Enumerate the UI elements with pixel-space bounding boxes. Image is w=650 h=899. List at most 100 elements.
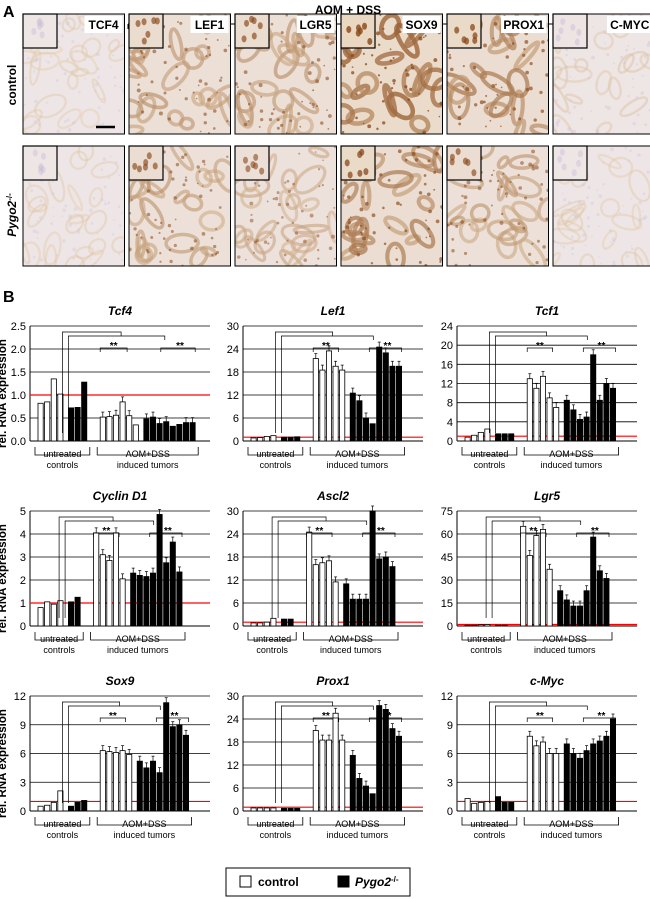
- micrograph-nucleus: [404, 229, 408, 233]
- micrograph-gland: [511, 200, 539, 223]
- micrograph-nucleus: [599, 262, 602, 265]
- micrograph-nucleus: [198, 170, 201, 173]
- micrograph-gland: [198, 86, 219, 108]
- micrograph-nucleus: [351, 71, 355, 75]
- micrograph-nucleus: [88, 208, 93, 213]
- micrograph-inset-nucleus: [259, 167, 265, 175]
- micrograph-nucleus: [587, 76, 591, 80]
- micrograph-nucleus: [433, 58, 438, 63]
- y-tick-label: 3: [20, 552, 26, 564]
- group-label-aom-2: induced tumors: [117, 460, 179, 470]
- micrograph-nucleus: [423, 174, 427, 177]
- micrograph-nucleus: [326, 109, 328, 111]
- bar-pygo2: [362, 785, 369, 812]
- micrograph-nucleus: [203, 121, 207, 125]
- micrograph-gland: [293, 164, 327, 195]
- micrograph-nucleus: [167, 223, 172, 228]
- micrograph-nucleus: [129, 211, 132, 215]
- bar-pygo2: [143, 576, 150, 627]
- bar-pygo2: [563, 599, 570, 627]
- micrograph-border: [446, 145, 549, 267]
- bar-pygo2: [395, 735, 402, 812]
- y-tick-label: 5: [20, 506, 26, 518]
- micrograph-control-prox1: PROX1: [446, 13, 549, 135]
- micrograph-nucleus: [303, 239, 307, 244]
- micrograph-nucleus: [94, 89, 97, 92]
- micrograph-nucleus: [257, 184, 261, 188]
- micrograph-nucleus: [545, 169, 549, 174]
- micrograph-nucleus: [84, 59, 86, 62]
- bar-control: [250, 807, 257, 812]
- y-tick-label: 1.0: [11, 390, 26, 402]
- micrograph-gland: [560, 208, 584, 232]
- micrograph-nucleus: [396, 201, 400, 206]
- micrograph-nucleus: [28, 182, 32, 186]
- micrograph-gland: [66, 72, 79, 90]
- micrograph-gland: [617, 53, 635, 74]
- micrograph-nucleus: [260, 117, 264, 122]
- micrograph-nucleus: [50, 222, 54, 226]
- bar-pygo2: [149, 572, 156, 627]
- micrograph-inset-nucleus: [40, 166, 46, 174]
- micrograph-nucleus: [158, 111, 163, 116]
- micrograph-gland: [595, 69, 613, 96]
- y-tick-label: 24: [227, 344, 239, 356]
- marker-label-bg: [607, 16, 650, 33]
- micrograph-nucleus: [500, 86, 503, 89]
- micrograph-nucleus: [167, 117, 171, 121]
- micrograph-nucleus: [418, 260, 422, 264]
- micrograph-nucleus: [309, 102, 312, 105]
- micrograph-nucleus: [356, 252, 361, 257]
- micrograph-nucleus: [292, 182, 295, 186]
- micrograph-nucleus: [220, 76, 223, 79]
- micrograph-gland: [416, 194, 435, 212]
- micrograph-gland: [553, 65, 563, 84]
- micrograph-gland: [168, 27, 184, 62]
- bar-pygo2: [182, 422, 189, 442]
- micrograph-nucleus: [32, 229, 37, 234]
- micrograph-nucleus: [100, 198, 104, 202]
- micrograph-inset: [552, 13, 588, 49]
- micrograph-nucleus: [285, 202, 290, 207]
- micrograph-gland: [553, 199, 586, 218]
- micrograph-pygo2-c-myc: [552, 145, 650, 267]
- micrograph-nucleus: [226, 120, 229, 123]
- micrograph-nucleus: [129, 247, 132, 252]
- micrograph-nucleus: [596, 82, 599, 85]
- micrograph-nucleus: [418, 92, 420, 95]
- group-label-untreated-2: controls: [474, 830, 506, 840]
- micrograph-nucleus: [258, 83, 263, 88]
- group-label-aom-2: induced tumors: [114, 830, 176, 840]
- micrograph-nucleus: [439, 101, 443, 106]
- y-tick-label: 18: [227, 737, 239, 749]
- micrograph-nucleus: [66, 57, 70, 61]
- micrograph-nucleus: [201, 185, 204, 187]
- micrograph-nucleus: [327, 128, 330, 130]
- group-bracket-aom: [90, 632, 186, 641]
- micrograph-nucleus: [315, 105, 318, 108]
- micrograph-nucleus: [424, 263, 428, 266]
- bar-control: [50, 378, 57, 442]
- micrograph-pygo2-lgr5: [234, 145, 337, 267]
- comparison-bracket: [68, 335, 166, 433]
- bar-control: [119, 578, 126, 627]
- micrograph-inset-nucleus: [576, 28, 582, 36]
- bar-control: [526, 735, 533, 812]
- bar-control: [106, 416, 113, 442]
- y-tick-label: 18: [227, 552, 239, 564]
- micrograph-nucleus: [96, 232, 99, 235]
- group-bracket-untreated: [461, 632, 511, 641]
- micrograph-nucleus: [622, 204, 625, 207]
- micrograph-nucleus: [641, 210, 644, 213]
- bar-pygo2: [610, 718, 617, 812]
- micrograph-nucleus: [137, 83, 140, 86]
- micrograph-nucleus: [556, 124, 559, 128]
- micrograph-gland: [623, 50, 650, 73]
- micrograph-nucleus: [146, 212, 151, 217]
- micrograph-nucleus: [190, 246, 194, 251]
- micrograph-nucleus: [359, 224, 363, 227]
- micrograph-gland: [556, 219, 588, 243]
